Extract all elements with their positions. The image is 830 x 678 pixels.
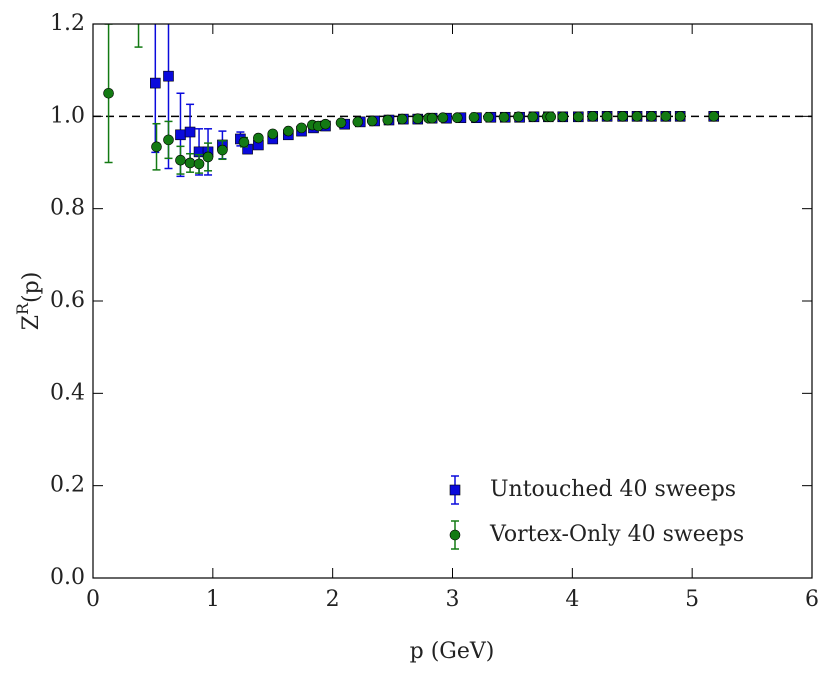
y-tick-label: 1.0 [50,103,85,128]
marker [468,111,480,123]
marker [238,136,250,148]
marker [150,77,161,89]
marker [498,111,510,123]
error-bar [134,24,143,48]
marker [267,128,279,140]
marker [601,111,613,122]
marker [202,151,214,163]
marker [674,111,686,122]
x-tick-label: 1 [206,587,220,612]
x-tick-label: 6 [805,587,819,612]
legend-label: Untouched 40 sweeps [490,477,736,502]
legend-marker [449,484,461,496]
marker [437,112,449,124]
y-tick-label: 0.6 [50,288,85,313]
y-label-sup: R [13,302,32,315]
marker [708,111,720,122]
y-tick-label: 0.2 [50,473,85,498]
marker [660,111,672,122]
legend-label: Vortex-Only 40 sweeps [489,522,744,547]
y-axis-label: ZR(p) [13,272,45,331]
marker [557,111,569,123]
x-tick-label: 2 [326,587,340,612]
marker [320,118,331,130]
marker [283,125,294,137]
marker [352,116,364,128]
marker [646,111,657,122]
marker [253,132,264,144]
marker [396,113,408,125]
marker [184,157,196,169]
y-label-rest: (p) [19,272,44,303]
marker [151,141,162,153]
marker [545,111,557,123]
marker [483,111,494,123]
marker [573,111,584,123]
x-tick-label: 4 [565,587,579,612]
x-tick-label: 3 [446,587,460,612]
legend-marker [449,529,461,541]
marker [513,111,524,123]
marker [296,122,307,134]
marker [426,112,438,124]
marker [103,87,114,99]
marker [193,158,205,170]
marker [163,70,174,82]
marker [184,126,196,138]
marker [617,111,628,122]
plot-area [103,24,720,178]
y-tick-label: 0.0 [50,565,85,590]
marker [175,154,186,166]
plot-frame [92,23,813,579]
y-tick-label: 0.4 [50,380,85,405]
marker [412,113,424,124]
marker [366,115,378,127]
marker [163,134,174,146]
marker [382,114,394,126]
marker [335,117,347,129]
x-tick-label: 0 [86,587,100,612]
y-tick-label: 1.2 [50,11,85,36]
marker [175,129,186,141]
marker [527,111,539,123]
y-label-base: Z [19,315,44,330]
marker [217,144,228,156]
y-tick-label: 0.8 [50,196,85,221]
marker [587,111,599,122]
x-tick-label: 5 [685,587,699,612]
marker [451,112,463,124]
marker [631,111,643,122]
x-axis-label: p (GeV) [410,639,495,664]
